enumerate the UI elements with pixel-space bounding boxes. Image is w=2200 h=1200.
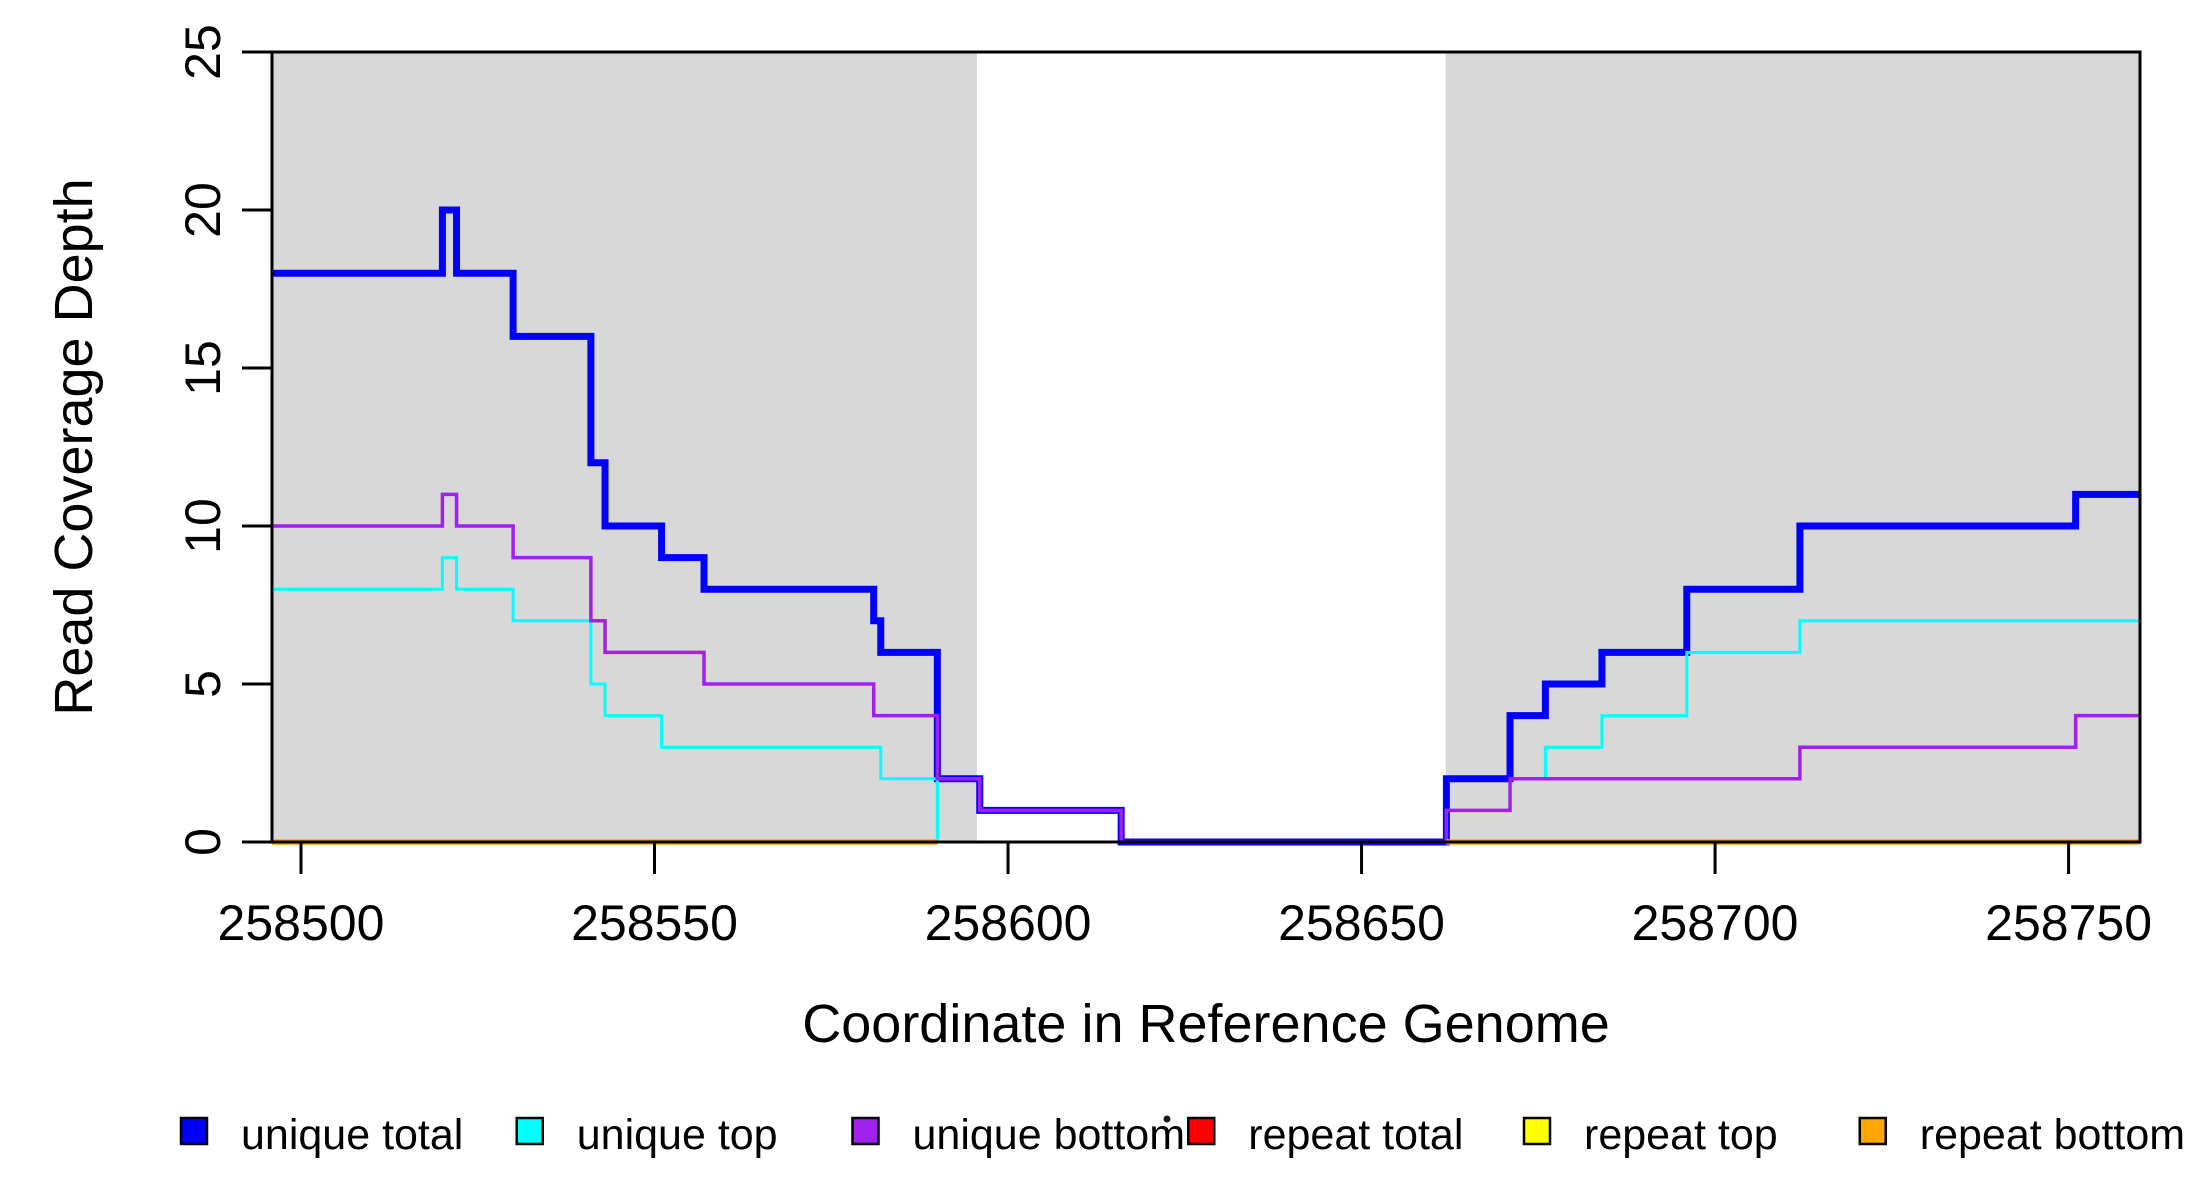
repeat-region-left — [272, 52, 977, 842]
legend-item-repeat-total: repeat total — [1187, 1111, 1463, 1159]
legend-item-repeat-top: repeat top — [1522, 1111, 1778, 1159]
x-tick-label: 258750 — [1985, 895, 2152, 951]
legend-swatch-unique-top — [515, 1116, 544, 1146]
x-tick-label: 258700 — [1632, 895, 1799, 951]
y-tick-label: 10 — [175, 498, 231, 554]
y-tick-label: 25 — [175, 24, 231, 80]
x-tick-label: 258600 — [925, 895, 1092, 951]
stray-dot — [1163, 1115, 1171, 1123]
series-unique-top-line — [272, 556, 2140, 844]
series-unique-bottom-line — [272, 492, 2140, 844]
legend-swatch-repeat-total — [1187, 1116, 1216, 1146]
x-tick-label: 258550 — [571, 895, 738, 951]
y-axis: 0 5 10 15 20 25 — [175, 24, 272, 856]
legend-item-unique-bottom: unique bottom — [851, 1111, 1186, 1159]
x-axis-title: Coordinate in Reference Genome — [802, 994, 1609, 1054]
x-tick-label: 258650 — [1278, 895, 1445, 951]
legend-label-repeat-total: repeat total — [1248, 1111, 1463, 1159]
legend-swatch-unique-bottom — [851, 1116, 880, 1146]
legend-label-unique-top: unique top — [577, 1111, 778, 1159]
shaded-regions — [272, 52, 2140, 842]
plot-box — [270, 50, 2142, 844]
legend-label-repeat-top: repeat top — [1584, 1111, 1778, 1159]
x-axis: 258500 258550 258600 258650 258700 258750 — [218, 842, 2152, 951]
x-tick-label: 258500 — [218, 895, 385, 951]
legend-swatch-repeat-bottom — [1858, 1116, 1887, 1146]
legend-label-unique-total: unique total — [241, 1111, 463, 1159]
y-tick-label: 5 — [175, 670, 231, 698]
y-tick-label: 0 — [175, 828, 231, 856]
y-tick-label: 15 — [175, 340, 231, 396]
legend-swatch-unique-total — [179, 1116, 209, 1146]
y-tick-label: 20 — [175, 182, 231, 238]
legend-item-unique-total: unique total — [179, 1111, 463, 1159]
repeat-region-right — [1445, 52, 2140, 842]
y-axis-title: Read Coverage Depth — [44, 178, 104, 715]
legend-item-repeat-bottom: repeat bottom — [1858, 1111, 2185, 1159]
legend-label-unique-bottom: unique bottom — [913, 1111, 1186, 1159]
legend-item-unique-top: unique top — [515, 1111, 778, 1159]
legend-label-repeat-bottom: repeat bottom — [1920, 1111, 2185, 1159]
legend-swatch-repeat-top — [1522, 1116, 1552, 1146]
legend: unique total unique top unique bottom repea… — [179, 1111, 2185, 1159]
